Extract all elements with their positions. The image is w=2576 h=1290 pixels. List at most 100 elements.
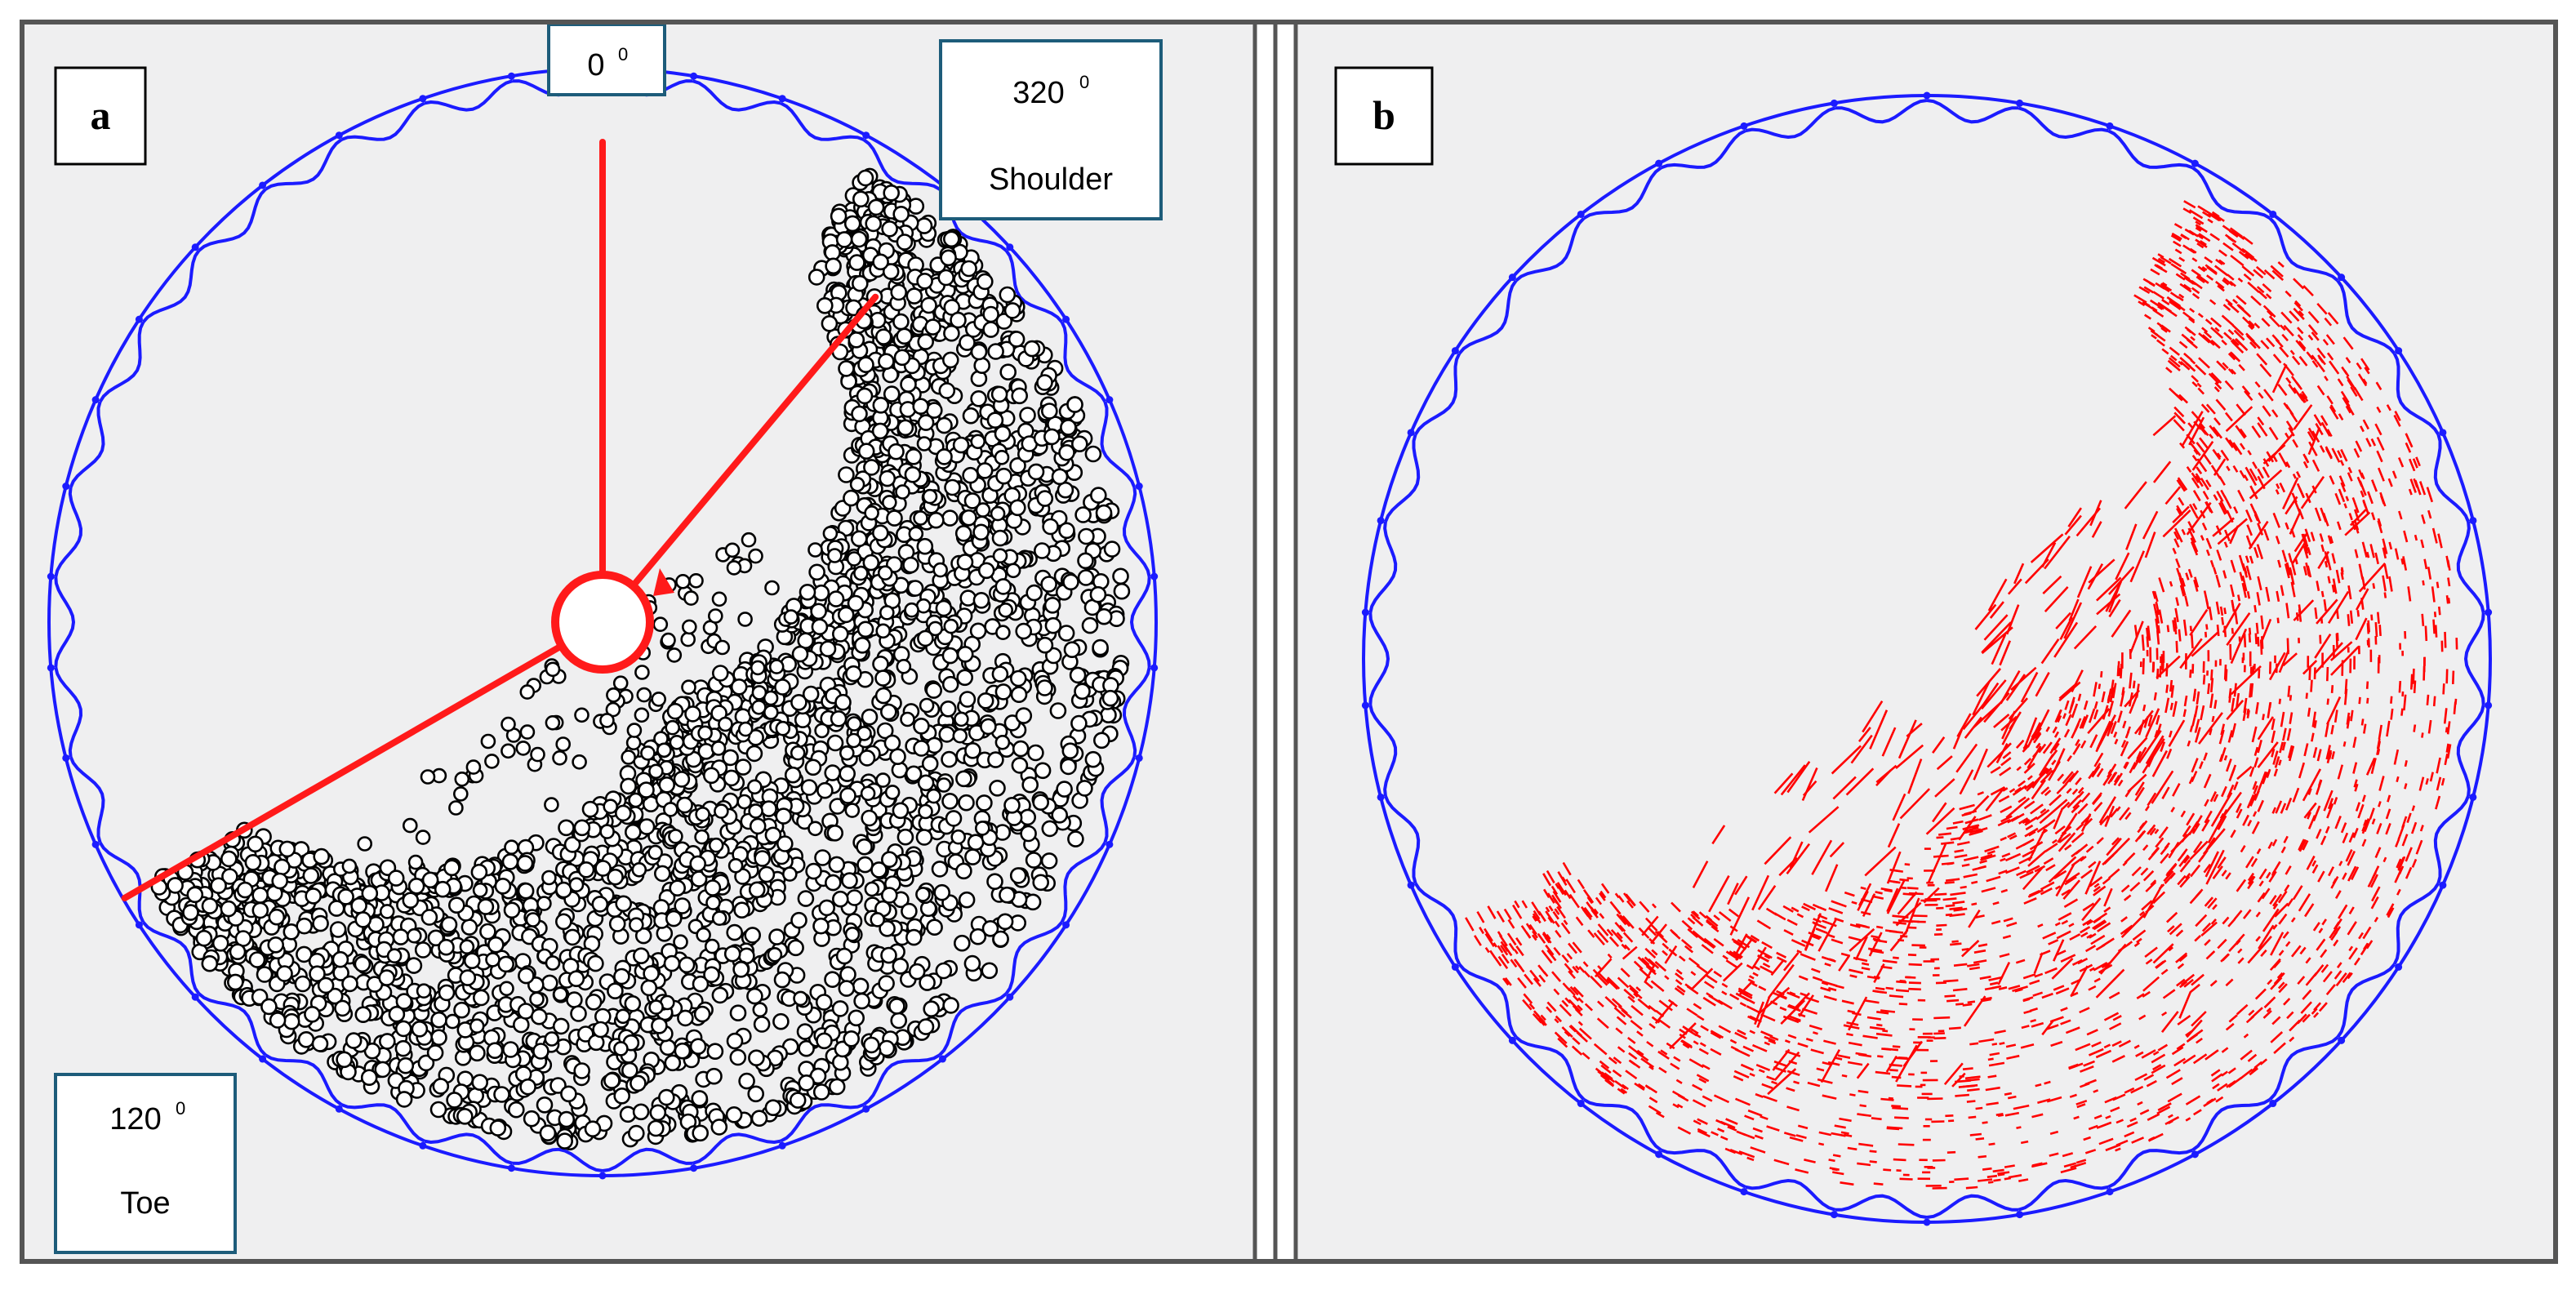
cascading-particle	[752, 1002, 768, 1017]
particle	[847, 594, 865, 612]
velocity-vector	[2255, 936, 2261, 942]
mill-node	[690, 1164, 698, 1172]
mill-node	[2016, 1211, 2024, 1219]
cascading-particle	[705, 895, 721, 910]
particle	[1043, 596, 1061, 614]
particle	[986, 873, 1003, 890]
velocity-vector	[1911, 944, 1925, 947]
particle	[938, 382, 956, 399]
velocity-vector	[2161, 282, 2168, 287]
velocity-vector	[2167, 1092, 2182, 1103]
velocity-vector	[1617, 976, 1630, 989]
particle	[990, 385, 1008, 403]
velocity-vector	[1648, 1022, 1656, 1030]
velocity-vector	[2089, 876, 2103, 887]
particle	[345, 1032, 363, 1049]
velocity-vector	[2089, 967, 2095, 972]
mill-node	[1361, 701, 1369, 710]
velocity-vector	[2197, 387, 2205, 395]
particle	[856, 621, 874, 638]
particle	[852, 274, 869, 292]
cascading-particle	[469, 1018, 485, 1034]
particle	[1041, 820, 1059, 838]
velocity-vector	[2206, 274, 2214, 281]
velocity-vector	[1945, 904, 1955, 908]
particle	[839, 765, 856, 782]
velocity-vector	[1875, 1032, 1893, 1037]
particle	[886, 509, 903, 527]
velocity-vector	[2341, 366, 2348, 375]
velocity-vector	[1834, 1124, 1846, 1129]
particle	[977, 692, 994, 710]
velocity-vector	[2382, 547, 2387, 559]
velocity-vector	[2279, 346, 2289, 358]
velocity-vector	[2340, 482, 2347, 492]
velocity-vector	[1857, 1113, 1871, 1118]
velocity-vector	[2276, 590, 2280, 603]
velocity-vector	[2164, 697, 2170, 714]
velocity-vector	[2122, 720, 2127, 729]
particle	[913, 717, 930, 735]
velocity-vector	[2310, 679, 2313, 692]
velocity-vector	[2334, 710, 2338, 723]
velocity-vector	[2411, 858, 2418, 868]
velocity-vector	[1888, 879, 1900, 884]
velocity-vector	[2142, 870, 2155, 882]
particle	[758, 865, 776, 883]
velocity-vector	[2243, 474, 2249, 482]
particle	[1032, 794, 1049, 812]
velocity-vector	[1515, 937, 1523, 946]
particle	[211, 935, 229, 952]
velocity-vector	[2208, 606, 2213, 621]
velocity-vector	[1634, 1082, 1645, 1091]
velocity-vector	[2191, 279, 2203, 290]
mill-lifter	[198, 992, 267, 1056]
velocity-vector	[2385, 822, 2391, 835]
particle	[638, 781, 655, 798]
particle	[944, 478, 961, 496]
velocity-vector	[2169, 300, 2182, 310]
velocity-vector	[1795, 1168, 1809, 1174]
velocity-vector	[2070, 696, 2075, 709]
velocity-vector	[2366, 697, 2369, 704]
velocity-vector	[2237, 277, 2244, 283]
velocity-vector	[1672, 1103, 1680, 1109]
particle	[621, 1061, 638, 1079]
particle	[296, 917, 314, 935]
velocity-vector	[1892, 1106, 1909, 1110]
velocity-vector	[2071, 831, 2084, 843]
velocity-vector	[1675, 1079, 1683, 1084]
particle	[354, 955, 371, 973]
cascading-particle	[628, 792, 643, 808]
velocity-vector	[2000, 757, 2012, 767]
velocity-vector	[1725, 1118, 1738, 1125]
velocity-vector	[2203, 863, 2212, 874]
particle	[1021, 776, 1039, 794]
particle	[816, 1032, 833, 1050]
velocity-vector	[2034, 865, 2046, 873]
velocity-vector	[2361, 794, 2366, 803]
velocity-vector	[2370, 479, 2378, 492]
velocity-vector	[2084, 1149, 2097, 1154]
cascading-particle	[793, 990, 808, 1007]
velocity-vector	[2215, 1096, 2224, 1103]
velocity-vector	[2209, 693, 2214, 709]
velocity-vector	[2243, 273, 2252, 281]
velocity-vector	[2313, 720, 2317, 728]
velocity-vector	[1604, 995, 1617, 1008]
cascading-particle	[673, 934, 688, 950]
velocity-vector	[2265, 871, 2271, 879]
velocity-vector	[2193, 692, 2196, 699]
velocity-vector	[2443, 708, 2448, 724]
velocity-vector	[1493, 942, 1497, 948]
panel-b-velocity-vectors	[1465, 200, 2458, 1190]
cascading-particle	[681, 619, 697, 635]
particle	[732, 961, 750, 978]
particle	[808, 563, 825, 581]
velocity-vector	[2227, 274, 2235, 281]
velocity-vector	[1613, 1007, 1626, 1018]
velocity-vector	[1559, 1003, 1573, 1017]
particle	[805, 862, 822, 880]
velocity-vector	[2316, 385, 2325, 396]
particle	[879, 469, 896, 487]
